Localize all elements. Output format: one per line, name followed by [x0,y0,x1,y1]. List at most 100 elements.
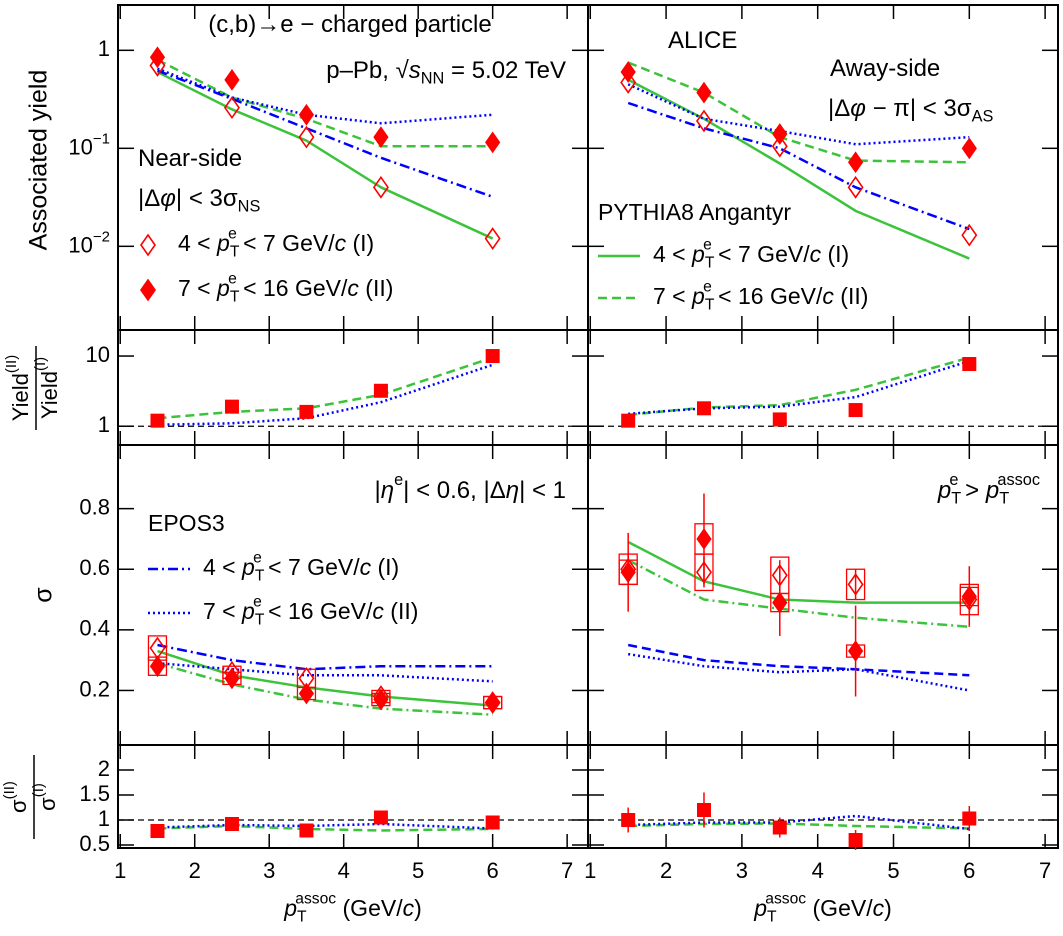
text-part: = 5.02 TeV [444,57,566,84]
text-part: T [999,490,1009,508]
marker [620,61,636,83]
marker [847,572,864,596]
marker [961,137,977,160]
legend-marker [140,233,156,257]
annotation: |Δφ − π| < 3σAS [828,95,993,126]
model-line [627,101,970,231]
text-part: assoc [765,891,806,908]
text-part: c [360,554,372,580]
panel-frame [587,744,1059,849]
legend-title: EPOS3 [148,510,225,536]
text-part: η [506,477,519,504]
marker [299,823,314,838]
text-part: ) [414,895,422,921]
text-part: | < 1 [519,477,566,504]
marker [485,815,500,830]
text-part: AS [972,108,994,126]
marker [772,591,788,614]
y-tick-label: 0.4 [79,616,110,641]
text-part: (I) [30,783,47,797]
y-tick-label: 10 [86,342,110,367]
marker [772,820,787,835]
text-part: φ [160,185,176,212]
marker [150,413,165,428]
y-tick-label: 2 [98,756,110,781]
annotation: |Δφ| < 3σNS [138,185,260,216]
text-part: p [691,283,705,309]
text-part: 7 < [203,598,242,624]
y-tick-label: 1.5 [79,781,110,806]
text-part: p–Pb, [326,57,395,84]
y-tick-label: 10−2 [68,228,110,257]
text-part: e [228,226,237,243]
text-part: < 16 GeV/ [712,283,823,309]
model-line [157,363,494,426]
legend-label: 7 < pTe < 16 GeV/c (II) [653,279,868,314]
text-part: (II) [1,781,18,799]
x-tick-label: 7 [1039,858,1051,883]
text-part: (II) [834,283,869,309]
text-part: < 7 GeV/ [262,554,360,580]
panel-frame [587,4,1059,331]
marker [224,68,240,91]
marker [485,131,501,154]
text-part: T [230,243,240,260]
text-part: e [253,594,262,611]
model-line [157,822,493,830]
text-part: − π| < 3σ [866,95,972,122]
text-part: p [283,895,297,921]
model-line [156,70,494,240]
x-tick-label: 4 [812,858,824,883]
model-line [628,359,970,416]
model-line [628,356,970,417]
y-tick-label: 10−1 [68,130,110,159]
annotation: pTe > pTassoc [937,472,1040,508]
marker [299,404,314,419]
model-line [157,661,493,683]
y-axis-label: σ(II)σ(I) [1,755,60,839]
y-tick-label: 1 [98,806,110,831]
marker [149,46,166,69]
marker [224,667,240,690]
text-part: (II) [359,275,394,301]
x-tick-label: 1 [584,858,596,883]
marker [961,223,978,247]
marker [150,824,165,838]
marker [696,81,712,104]
annotation: (c,b)→e − charged particle [208,11,491,38]
text-part: (GeV/ [336,895,403,921]
text-part: (I) [371,554,399,580]
y-axis-title: σ [30,587,58,603]
marker [620,561,636,584]
text-part: 4 < [178,230,217,256]
x-tick-label: 5 [412,858,424,883]
marker [847,151,864,174]
x-tick-label: 6 [487,858,499,883]
model-line [627,540,970,604]
text-part: T [230,288,240,305]
marker [485,691,501,714]
model-line [157,69,494,198]
text-part: (II) [384,598,419,624]
text-part: c [372,598,384,624]
marker [696,803,711,817]
marker [223,96,240,120]
legend-label: 4 < pTe < 7 GeV/c (I) [203,550,399,585]
text-part: p [691,241,705,267]
text-part: 7 < [178,275,217,301]
legend-marker [140,278,156,302]
text-part: |Δ [138,185,160,212]
text-part: Yield [37,371,62,419]
text-part: p [241,554,255,580]
marker [298,103,315,126]
tick-exponent: −2 [93,228,110,245]
text-part: c [335,230,347,256]
tick-base: 10 [68,232,92,257]
x-tick-label: 3 [263,858,275,883]
text-part: |Δ [828,95,850,122]
x-axis-title: pTassoc (GeV/c) [753,891,892,926]
legend-label: 7 < pTe < 16 GeV/c (II) [178,271,393,306]
x-axis-title: pTassoc (GeV/c) [283,891,422,926]
marker [484,227,501,250]
